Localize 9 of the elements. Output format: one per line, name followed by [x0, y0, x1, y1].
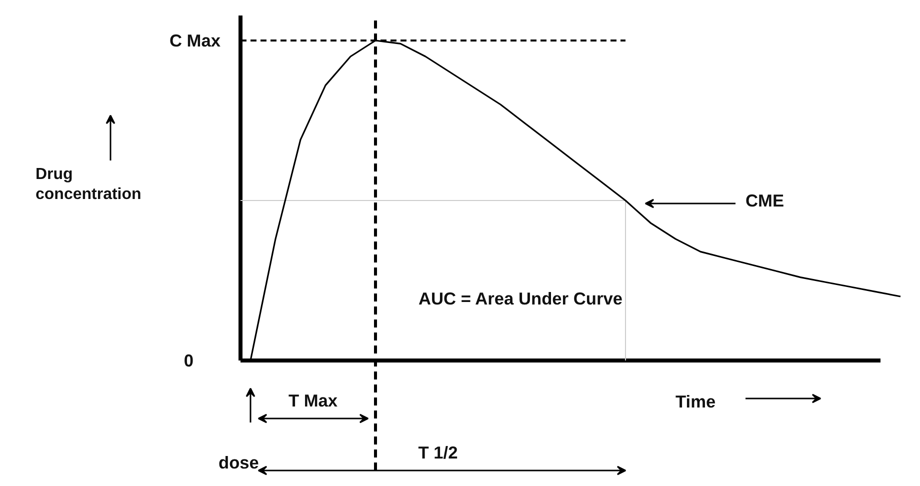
text: 0 [184, 350, 194, 370]
annotation: AUC = Area Under Curve [418, 288, 623, 308]
text: T Max [288, 390, 338, 410]
ref-line-label: C Max [169, 30, 221, 50]
text: Drug concentration [36, 166, 142, 204]
x-axis-title: Time [676, 392, 716, 412]
annotation: CME [746, 190, 784, 210]
text: T 1/2 [418, 442, 458, 462]
text: dose [218, 452, 260, 472]
